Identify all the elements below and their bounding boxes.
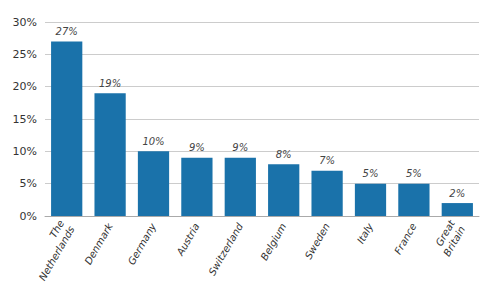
svg-text:Germany: Germany — [126, 220, 159, 266]
svg-text:Switzerland: Switzerland — [206, 221, 245, 278]
svg-text:Italy: Italy — [355, 220, 376, 245]
svg-text:5%: 5% — [20, 177, 37, 190]
svg-text:The: The — [47, 218, 67, 240]
svg-text:France: France — [392, 221, 418, 256]
svg-text:19%: 19% — [99, 78, 121, 89]
svg-text:5%: 5% — [363, 168, 379, 179]
svg-text:9%: 9% — [232, 142, 248, 153]
svg-text:Austria: Austria — [174, 221, 202, 258]
svg-text:8%: 8% — [276, 149, 292, 160]
svg-text:9%: 9% — [189, 142, 205, 153]
svg-text:Britain: Britain — [441, 224, 467, 258]
svg-text:10%: 10% — [142, 136, 164, 147]
svg-text:7%: 7% — [319, 155, 335, 166]
svg-text:15%: 15% — [13, 113, 37, 126]
svg-text:Sweden: Sweden — [303, 221, 332, 261]
svg-text:Denmark: Denmark — [82, 220, 115, 266]
svg-text:10%: 10% — [13, 145, 37, 158]
svg-text:2%: 2% — [449, 188, 465, 199]
svg-text:Netherlands: Netherlands — [37, 224, 77, 282]
svg-text:Great: Great — [433, 218, 457, 248]
svg-text:20%: 20% — [13, 80, 37, 93]
svg-text:30%: 30% — [13, 16, 37, 29]
svg-text:5%: 5% — [406, 168, 422, 179]
svg-text:25%: 25% — [13, 48, 37, 61]
svg-text:Belgium: Belgium — [258, 221, 288, 262]
svg-text:0%: 0% — [20, 210, 37, 223]
svg-text:27%: 27% — [56, 26, 78, 37]
